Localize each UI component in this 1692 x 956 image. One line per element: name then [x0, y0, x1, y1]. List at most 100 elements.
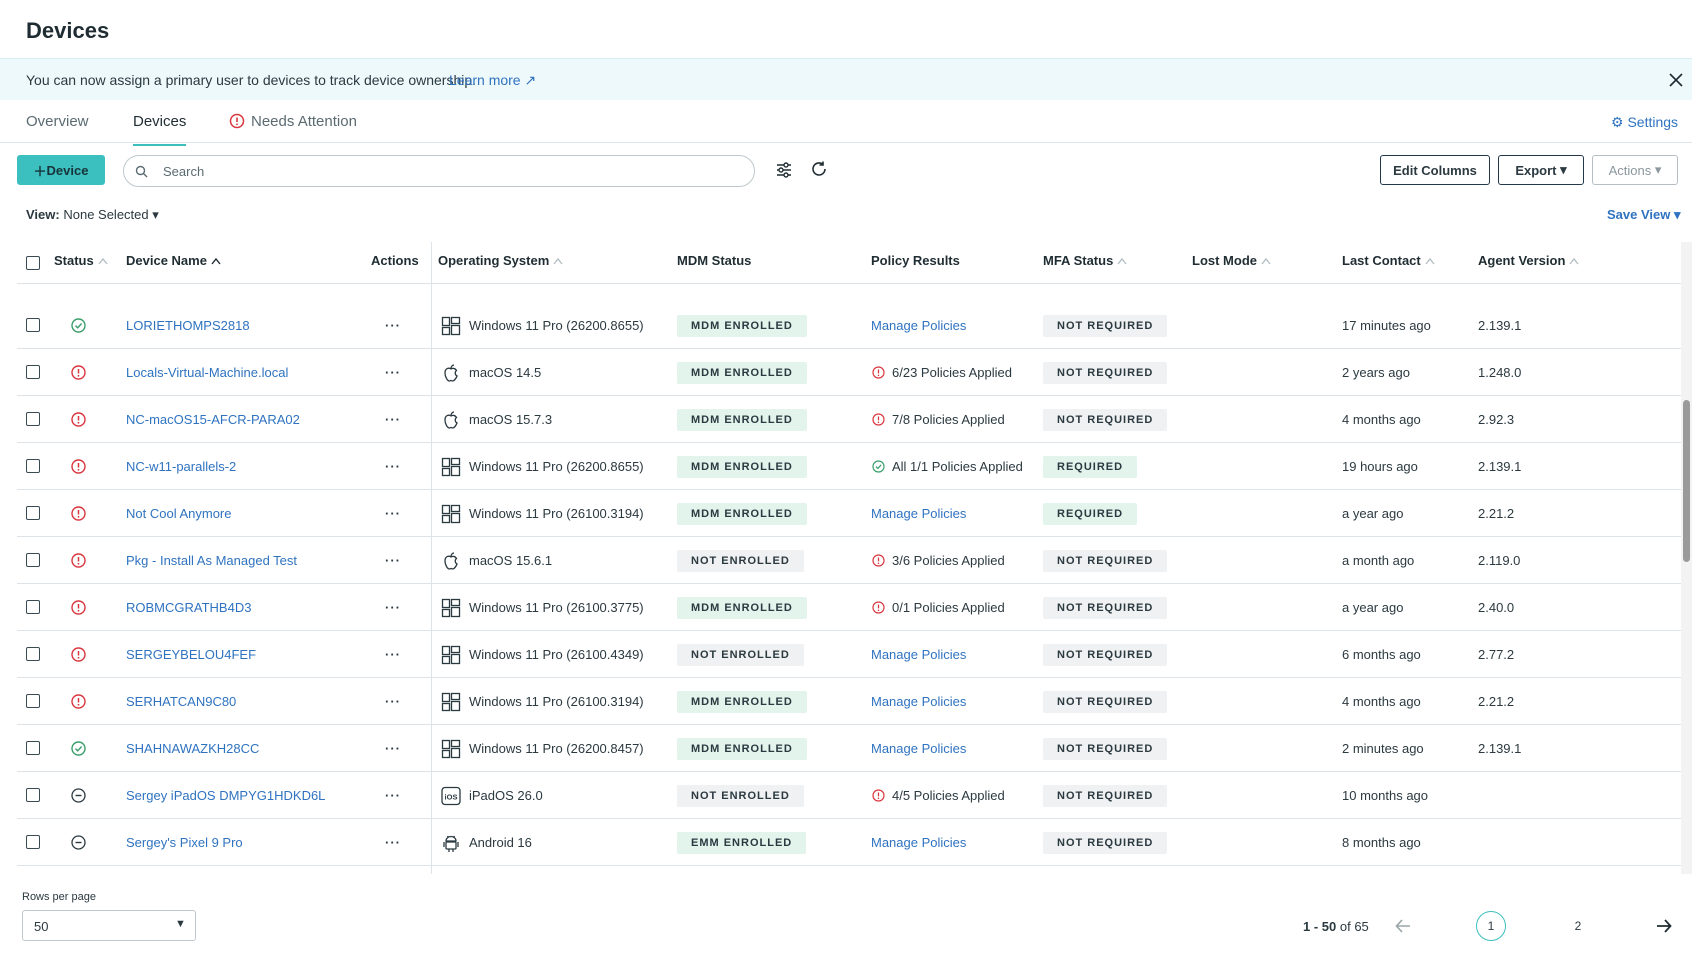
column-header[interactable]: Operating System: [438, 253, 563, 268]
row-checkbox[interactable]: [26, 600, 40, 614]
close-button[interactable]: [1668, 72, 1684, 88]
status-icon: [71, 365, 86, 380]
status-cell: [71, 631, 86, 678]
column-header[interactable]: MFA Status: [1043, 253, 1127, 268]
button-text[interactable]: Device: [46, 162, 89, 178]
row-checkbox[interactable]: [26, 694, 40, 708]
row-actions[interactable]: ···: [385, 741, 401, 756]
save-view[interactable]: Save View ▾: [1607, 207, 1681, 222]
rows-per-page-select[interactable]: 50 ▼: [22, 910, 196, 941]
row-actions[interactable]: ···: [385, 835, 401, 850]
row-actions[interactable]: ···: [385, 459, 401, 474]
next-page[interactable]: [1655, 917, 1673, 935]
mdm-chip: NOT ENROLLED: [677, 784, 804, 807]
column-header[interactable]: Agent Version: [1478, 253, 1579, 268]
policy-link[interactable]: Manage Policies: [871, 835, 967, 850]
table-row: Sergey's Pixel 9 Pro ··· Android 16 EMM ENR…: [17, 819, 1681, 866]
caret: ▼: [175, 918, 186, 930]
device-name[interactable]: SERHATCAN9C80: [126, 694, 237, 709]
page-button[interactable]: 1: [1476, 911, 1506, 941]
search-placeholder: Search: [163, 164, 205, 179]
os-cell: Windows 11 Pro (26200.8655): [441, 302, 644, 349]
row-checkbox[interactable]: [26, 459, 40, 473]
banner-link[interactable]: Learn more ↗: [449, 72, 537, 88]
status-cell: [71, 772, 86, 819]
row-actions[interactable]: ···: [385, 506, 401, 521]
status-cell: [71, 302, 86, 349]
device-name[interactable]: ROBMCGRATHB4D3: [126, 600, 252, 615]
policy-link[interactable]: Manage Policies: [871, 647, 967, 662]
button-text[interactable]: Export: [1515, 162, 1557, 178]
column-header[interactable]: Status: [54, 253, 108, 268]
os-cell: Windows 11 Pro (26100.4349): [441, 631, 644, 678]
add-device-button[interactable]: ＋ Device: [17, 155, 105, 185]
policy-link[interactable]: Manage Policies: [871, 741, 967, 756]
device-name[interactable]: Pkg - Install As Managed Test: [126, 553, 298, 568]
view-selector[interactable]: View: None Selected ▾: [26, 207, 159, 222]
view-label: View:: [26, 207, 60, 222]
row-checkbox[interactable]: [26, 506, 40, 520]
filter-button[interactable]: [775, 161, 793, 179]
row-checkbox[interactable]: [26, 835, 40, 849]
tab[interactable]: Needs Attention: [251, 113, 357, 130]
mdm-cell: MDM ENROLLED: [677, 725, 807, 772]
row-actions[interactable]: ···: [385, 694, 401, 709]
refresh-button[interactable]: [810, 160, 828, 178]
row-actions[interactable]: ···: [385, 647, 401, 662]
prev-page: [1395, 919, 1410, 933]
column-header[interactable]: Lost Mode: [1192, 253, 1271, 268]
device-name[interactable]: Locals-Virtual-Machine.local: [126, 365, 289, 380]
row-actions[interactable]: ···: [385, 318, 401, 333]
save-view-text[interactable]: Save View: [1607, 207, 1671, 222]
policy-link[interactable]: Manage Policies: [871, 694, 967, 709]
row-actions[interactable]: ···: [385, 600, 401, 615]
mdm-cell: NOT ENROLLED: [677, 772, 804, 819]
mdm-cell: NOT ENROLLED: [677, 537, 804, 584]
row-checkbox[interactable]: [26, 412, 40, 426]
select-all-checkbox[interactable]: [26, 256, 40, 270]
view-value[interactable]: None Selected: [63, 207, 149, 222]
row-checkbox[interactable]: [26, 741, 40, 755]
tab[interactable]: Devices: [133, 113, 187, 146]
last-contact: 6 months ago: [1342, 647, 1421, 662]
device-name[interactable]: SERGEYBELOU4FEF: [126, 647, 257, 662]
settings-text[interactable]: Settings: [1627, 114, 1679, 130]
column-header[interactable]: Last Contact: [1342, 253, 1435, 268]
mfa-chip: NOT REQUIRED: [1043, 784, 1168, 807]
settings-link[interactable]: ⚙ Settings: [1611, 114, 1679, 130]
row-actions[interactable]: ···: [385, 412, 401, 427]
status-icon: [71, 553, 86, 568]
device-name[interactable]: Not Cool Anymore: [126, 506, 232, 521]
device-name[interactable]: NC-w11-parallels-2: [126, 459, 237, 474]
header-label: Policy Results: [871, 253, 960, 268]
policy-link[interactable]: Manage Policies: [871, 506, 967, 521]
row-checkbox[interactable]: [26, 788, 40, 802]
policy-link[interactable]: Manage Policies: [871, 318, 967, 333]
page-button[interactable]: 2: [1574, 919, 1582, 933]
device-name[interactable]: SHAHNAWAZKH28CC: [126, 741, 260, 756]
page-range: 1 - 50 of 65: [1303, 919, 1369, 934]
edit-columns-button[interactable]: Edit Columns: [1380, 155, 1490, 185]
row-actions[interactable]: ···: [385, 788, 401, 803]
row-checkbox[interactable]: [26, 647, 40, 661]
device-name[interactable]: Sergey iPadOS DMPYG1HDKD6L: [126, 788, 326, 803]
policy-cell: Manage Policies: [871, 302, 966, 349]
row-checkbox[interactable]: [26, 553, 40, 567]
os-icon: [441, 739, 461, 759]
os-icon: [441, 363, 461, 383]
device-name[interactable]: LORIETHOMPS2818: [126, 318, 250, 333]
row-actions[interactable]: ···: [385, 553, 401, 568]
row-checkbox[interactable]: [26, 365, 40, 379]
search-box[interactable]: Search: [123, 155, 755, 187]
link-text[interactable]: Learn more: [449, 72, 521, 88]
scroll-thumb[interactable]: [1683, 400, 1690, 562]
select-value[interactable]: 50: [34, 919, 49, 934]
row-actions[interactable]: ···: [385, 365, 401, 380]
device-name[interactable]: Sergey's Pixel 9 Pro: [126, 835, 243, 850]
column-header[interactable]: Device Name: [126, 253, 221, 268]
device-name[interactable]: NC-macOS15-AFCR-PARA02: [126, 412, 300, 427]
row-checkbox[interactable]: [26, 318, 40, 332]
export-button[interactable]: Export ▾: [1498, 155, 1584, 185]
tab[interactable]: Overview: [26, 113, 89, 130]
